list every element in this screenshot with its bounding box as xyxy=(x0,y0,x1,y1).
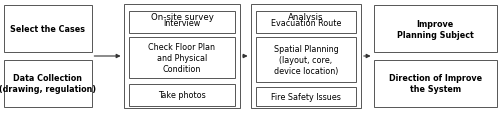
Text: Fire Safety Issues: Fire Safety Issues xyxy=(271,92,341,101)
Bar xyxy=(374,60,496,107)
Bar xyxy=(251,5,361,108)
Text: Spatial Planning
(layout, core,
device location): Spatial Planning (layout, core, device l… xyxy=(274,45,338,76)
Text: Evacuation Route: Evacuation Route xyxy=(271,18,341,27)
Bar xyxy=(256,12,356,34)
Bar xyxy=(129,38,235,78)
Text: Select the Cases: Select the Cases xyxy=(10,25,85,34)
Text: Check Floor Plan
and Physical
Condition: Check Floor Plan and Physical Condition xyxy=(148,42,216,73)
Bar xyxy=(256,38,356,82)
Bar xyxy=(4,6,92,53)
Bar xyxy=(4,60,92,107)
Bar xyxy=(124,5,240,108)
Bar xyxy=(256,87,356,106)
Text: On-site survey: On-site survey xyxy=(150,12,214,21)
Text: Interview: Interview xyxy=(164,18,200,27)
Bar xyxy=(129,84,235,106)
Text: Take photos: Take photos xyxy=(158,91,206,99)
Text: Analysis: Analysis xyxy=(288,12,324,21)
Text: Improve
Planning Subject: Improve Planning Subject xyxy=(397,19,473,39)
Text: Direction of Improve
the System: Direction of Improve the System xyxy=(388,74,482,94)
Text: Data Collection
(drawing, regulation): Data Collection (drawing, regulation) xyxy=(0,74,96,94)
Bar xyxy=(374,6,496,53)
Bar xyxy=(129,12,235,34)
